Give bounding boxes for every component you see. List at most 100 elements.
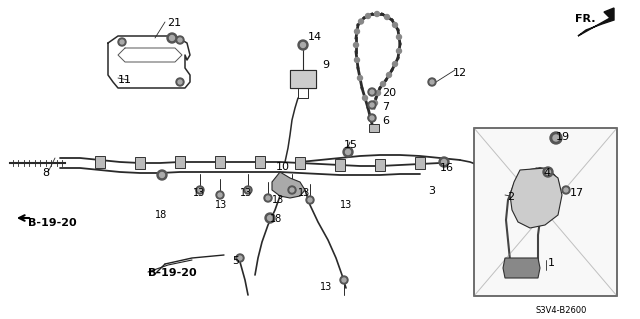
Circle shape xyxy=(439,157,449,167)
Text: 7: 7 xyxy=(382,102,389,112)
Text: B-19-20: B-19-20 xyxy=(28,218,77,228)
Polygon shape xyxy=(578,8,614,36)
Polygon shape xyxy=(510,168,562,228)
Circle shape xyxy=(216,191,224,199)
Circle shape xyxy=(196,186,204,194)
Circle shape xyxy=(430,80,434,84)
Text: 20: 20 xyxy=(382,88,396,98)
Circle shape xyxy=(428,78,436,86)
Text: 12: 12 xyxy=(453,68,467,78)
Circle shape xyxy=(238,256,242,260)
Circle shape xyxy=(288,186,296,194)
Text: 21: 21 xyxy=(167,18,181,28)
Bar xyxy=(175,156,185,168)
Circle shape xyxy=(159,173,164,177)
Text: 5: 5 xyxy=(232,256,239,266)
Circle shape xyxy=(368,115,373,121)
Text: 13: 13 xyxy=(298,188,310,198)
Text: 13: 13 xyxy=(215,200,227,210)
Text: 15: 15 xyxy=(344,140,358,150)
Circle shape xyxy=(397,34,401,40)
Text: 9: 9 xyxy=(322,60,329,70)
Bar xyxy=(375,159,385,171)
Bar xyxy=(474,128,617,296)
Text: 17: 17 xyxy=(570,188,584,198)
Bar xyxy=(369,124,379,132)
Circle shape xyxy=(376,91,381,95)
Circle shape xyxy=(118,38,126,46)
Circle shape xyxy=(306,196,314,204)
Circle shape xyxy=(543,167,553,177)
Text: 3: 3 xyxy=(428,186,435,196)
Circle shape xyxy=(343,147,353,157)
Circle shape xyxy=(178,38,182,42)
Bar xyxy=(135,157,145,169)
Circle shape xyxy=(170,35,175,41)
Circle shape xyxy=(362,95,367,100)
Text: 13: 13 xyxy=(272,195,284,205)
Circle shape xyxy=(198,188,202,192)
Circle shape xyxy=(370,116,374,120)
Circle shape xyxy=(368,101,376,109)
Text: 6: 6 xyxy=(382,116,389,126)
Circle shape xyxy=(157,170,167,180)
Bar xyxy=(295,157,305,169)
Text: 14: 14 xyxy=(308,32,322,42)
Polygon shape xyxy=(503,258,540,278)
Circle shape xyxy=(374,11,380,17)
Text: 13: 13 xyxy=(240,188,252,198)
Text: 13: 13 xyxy=(193,188,205,198)
Circle shape xyxy=(346,150,351,154)
Text: 13: 13 xyxy=(320,282,332,292)
Circle shape xyxy=(370,90,374,94)
Circle shape xyxy=(178,80,182,84)
Circle shape xyxy=(370,103,374,107)
Text: 18: 18 xyxy=(270,214,282,224)
Circle shape xyxy=(392,62,397,66)
Circle shape xyxy=(372,100,378,106)
Circle shape xyxy=(218,193,222,197)
Circle shape xyxy=(553,135,559,141)
Circle shape xyxy=(167,33,177,43)
Circle shape xyxy=(564,188,568,192)
Circle shape xyxy=(368,114,376,122)
Circle shape xyxy=(176,36,184,44)
Circle shape xyxy=(562,186,570,194)
Text: 18: 18 xyxy=(155,210,167,220)
Text: 11: 11 xyxy=(118,75,132,85)
Circle shape xyxy=(545,169,550,174)
Text: B-19-20: B-19-20 xyxy=(148,268,196,278)
Circle shape xyxy=(244,186,252,194)
Circle shape xyxy=(442,160,447,165)
Circle shape xyxy=(385,14,390,19)
Text: S3V4-B2600: S3V4-B2600 xyxy=(536,306,588,315)
Circle shape xyxy=(550,132,562,144)
Text: 4: 4 xyxy=(543,168,550,178)
Circle shape xyxy=(355,29,360,34)
Circle shape xyxy=(340,276,348,284)
Circle shape xyxy=(308,198,312,202)
Circle shape xyxy=(397,48,401,54)
Text: 13: 13 xyxy=(340,200,352,210)
Circle shape xyxy=(246,188,250,192)
Circle shape xyxy=(342,278,346,282)
Circle shape xyxy=(392,23,397,27)
Circle shape xyxy=(353,42,358,48)
Bar xyxy=(255,156,265,168)
Circle shape xyxy=(365,13,371,19)
Circle shape xyxy=(290,188,294,192)
Circle shape xyxy=(355,57,360,63)
Circle shape xyxy=(176,78,184,86)
Text: 10: 10 xyxy=(276,162,290,172)
Text: 16: 16 xyxy=(440,163,454,173)
Text: FR.: FR. xyxy=(575,14,595,24)
Circle shape xyxy=(368,88,376,96)
Circle shape xyxy=(268,216,273,220)
Circle shape xyxy=(120,40,124,44)
Text: 19: 19 xyxy=(556,132,570,142)
Bar xyxy=(215,156,225,168)
Circle shape xyxy=(264,194,272,202)
Circle shape xyxy=(358,19,364,24)
Bar xyxy=(415,157,425,169)
Circle shape xyxy=(301,42,305,48)
